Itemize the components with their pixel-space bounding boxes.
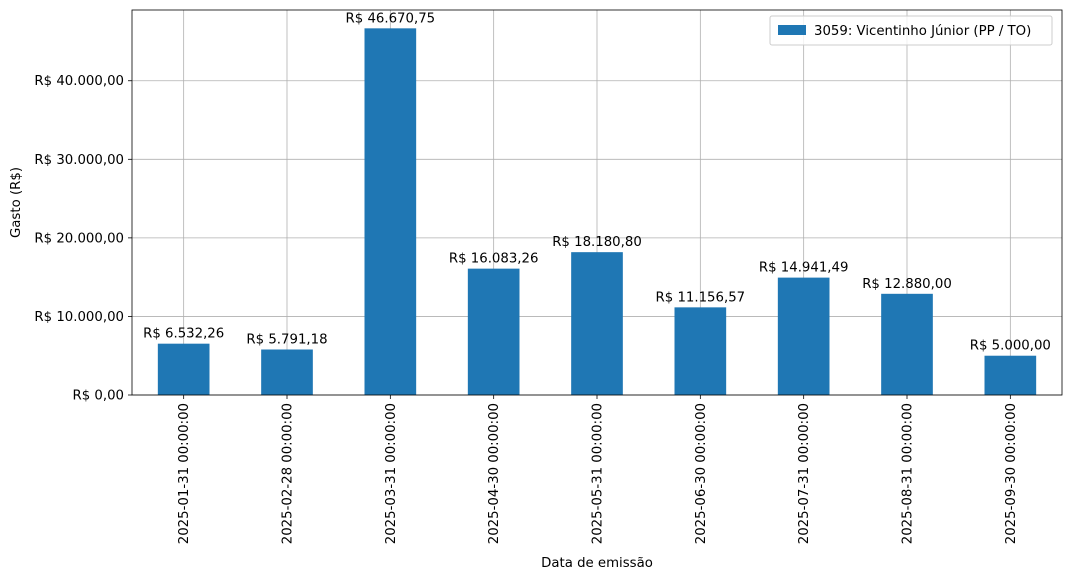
y-tick-label: R$ 30.000,00 xyxy=(34,153,124,168)
bar xyxy=(571,252,623,395)
x-axis-ticks: 2025-01-31 00:00:00 2025-02-28 00:00:00 20… xyxy=(177,395,1019,544)
bar-value-label: R$ 11.156,57 xyxy=(656,290,746,305)
bar xyxy=(984,355,1037,395)
bar xyxy=(261,349,313,395)
bar xyxy=(157,343,210,395)
bar-value-label: R$ 14.941,49 xyxy=(759,261,849,276)
y-tick-label: R$ 20.000,00 xyxy=(34,231,124,246)
bar-value-label: R$ 12.880,00 xyxy=(862,277,952,292)
bar-value-label: R$ 5.000,00 xyxy=(970,339,1051,354)
x-tick-label: 2025-03-31 00:00:00 xyxy=(384,403,399,544)
x-axis-label: Data de emissão xyxy=(541,556,653,571)
legend-series-name: 3059: Vicentinho Júnior (PP / TO) xyxy=(814,23,1031,39)
bar xyxy=(467,268,520,395)
bar-value-labels: R$ 6.532,26 R$ 5.791,18 R$ 46.670,75 R$ 16.… xyxy=(143,11,1051,353)
x-tick-label: 2025-05-31 00:00:00 xyxy=(591,403,606,544)
y-axis-ticks: R$ 0,00 R$ 10.000,00 R$ 20.000,00 R$ 30.000… xyxy=(34,74,132,404)
x-tick-label: 2025-04-30 00:00:00 xyxy=(487,403,502,544)
legend: 3059: Vicentinho Júnior (PP / TO) xyxy=(769,15,1053,46)
legend-box xyxy=(769,15,1053,46)
y-tick-label: R$ 10.000,00 xyxy=(34,310,124,325)
x-tick-label: 2025-02-28 00:00:00 xyxy=(281,403,296,544)
bar xyxy=(674,307,727,395)
bar-value-label: R$ 46.670,75 xyxy=(346,11,436,26)
y-axis-label: Gasto (R$) xyxy=(9,167,24,238)
bar xyxy=(364,28,417,396)
x-tick-label: 2025-08-31 00:00:00 xyxy=(901,403,916,544)
y-tick-label: R$ 0,00 xyxy=(72,389,124,404)
legend-swatch xyxy=(778,25,806,35)
bars xyxy=(157,28,1037,396)
x-tick-label: 2025-06-30 00:00:00 xyxy=(694,403,709,544)
y-tick-label: R$ 40.000,00 xyxy=(34,74,124,89)
bar xyxy=(881,293,933,395)
bar-value-label: R$ 6.532,26 xyxy=(143,327,224,342)
bar-value-label: R$ 16.083,26 xyxy=(449,252,539,267)
bar-value-label: R$ 18.180,80 xyxy=(552,235,642,250)
x-tick-label: 2025-07-31 00:00:00 xyxy=(797,403,812,544)
x-tick-label: 2025-01-31 00:00:00 xyxy=(177,403,192,544)
x-tick-label: 2025-09-30 00:00:00 xyxy=(1004,403,1019,544)
bar xyxy=(777,277,830,395)
bar-value-label: R$ 5.791,18 xyxy=(246,333,327,348)
